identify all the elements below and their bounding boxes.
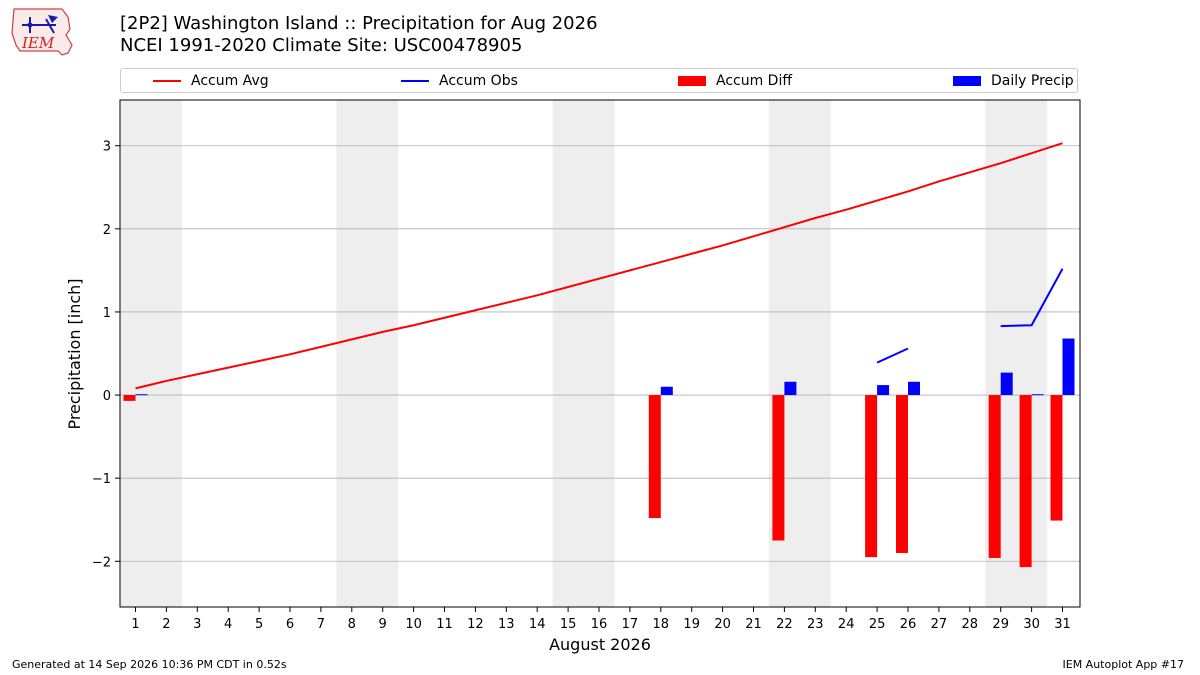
accum-obs-line-seg-0 [876,347,909,364]
x-tick-label-29: 29 [992,617,1009,632]
x-tick-label-27: 27 [931,617,948,632]
title-line-2: NCEI 1991-2020 Climate Site: USC00478905 [120,35,523,56]
x-tick-label-12: 12 [467,617,484,632]
footer-generated: Generated at 14 Sep 2026 10:36 PM CDT in… [12,658,287,671]
logo-text: IEM [21,34,55,52]
diff-bar-day-30 [1019,395,1032,568]
legend-swatch-accum-avg [153,80,181,82]
x-tick-label-2: 2 [162,617,170,632]
accum-obs-line-seg-1 [1000,268,1064,328]
x-tick-label-30: 30 [1023,617,1040,632]
y-tick-label--1: −1 [92,472,111,487]
x-tick-label-13: 13 [498,617,515,632]
x-axis-label: August 2026 [549,635,651,654]
diff-bar-day-22 [772,395,785,541]
x-tick-label-31: 31 [1054,617,1071,632]
x-tick-label-4: 4 [224,617,232,632]
x-tick-label-22: 22 [776,617,793,632]
y-tick-label-3: 3 [103,140,111,155]
x-tick-label-19: 19 [683,617,700,632]
daily-bar-day-26 [908,381,920,396]
daily-bar-day-1 [135,394,148,396]
chart-lines [135,142,1064,390]
accum-avg-line [135,142,1063,390]
x-tick-label-20: 20 [714,617,731,632]
x-tick-label-21: 21 [745,617,762,632]
diff-bar-day-29 [988,395,1001,558]
plot-frame [119,99,1081,608]
legend-swatch-daily-precip [953,76,981,86]
y-tick-label-1: 1 [103,306,111,321]
diff-bar-day-18 [648,395,661,519]
diff-bar-day-31 [1050,395,1063,521]
chart-title: [2P2] Washington Island :: Precipitation… [120,13,598,57]
x-tick-label-9: 9 [379,617,387,632]
y-tick-label-0: 0 [103,389,111,404]
daily-bar-day-25 [877,385,890,396]
x-tick-label-8: 8 [348,617,356,632]
legend-label-accum-avg: Accum Avg [191,73,269,89]
chart-legend: Accum Avg Accum Obs Accum Diff Daily Pre… [120,68,1078,93]
legend-swatch-accum-obs [401,80,429,82]
x-tick-label-11: 11 [436,617,453,632]
x-tick-label-1: 1 [131,617,139,632]
x-tick-label-5: 5 [255,617,263,632]
chart-bars [123,338,1075,568]
y-axis-label: Precipitation [inch] [65,278,84,429]
legend-item-accum-avg: Accum Avg [153,72,269,90]
x-tick-label-23: 23 [807,617,824,632]
weekend-shading [120,100,1048,607]
legend-label-daily-precip: Daily Precip [991,73,1074,89]
x-tick-label-14: 14 [529,617,546,632]
daily-bar-day-31 [1062,338,1075,396]
y-tick-label--2: −2 [92,555,111,570]
daily-bar-day-29 [1000,372,1013,396]
y-gridlines [120,145,1080,562]
legend-label-accum-obs: Accum Obs [439,73,518,89]
x-tick-label-15: 15 [560,617,577,632]
weekend-band-22 [768,100,831,607]
diff-bar-day-26 [896,395,908,553]
x-tick-label-17: 17 [622,617,639,632]
legend-item-accum-diff: Accum Diff [678,72,792,90]
x-tick-label-6: 6 [286,617,294,632]
legend-item-daily-precip: Daily Precip [953,72,1074,90]
weekend-band-1 [120,100,182,607]
weekend-band-29 [985,100,1048,607]
x-tick-label-28: 28 [962,617,979,632]
x-tick-label-7: 7 [317,617,325,632]
plot-border [119,99,1081,608]
title-line-1: [2P2] Washington Island :: Precipitation… [120,13,598,34]
x-tick-label-25: 25 [869,617,886,632]
daily-bar-day-30 [1031,394,1044,396]
x-tick-label-18: 18 [653,617,670,632]
x-tick-label-26: 26 [900,617,917,632]
daily-bar-day-22 [784,381,797,396]
x-tick-label-24: 24 [838,617,855,632]
weekend-band-8 [336,100,399,607]
x-tick-label-10: 10 [405,617,422,632]
weekend-band-15 [552,100,615,607]
footer-app: IEM Autoplot App #17 [1062,658,1185,671]
diff-bar-day-25 [865,395,878,558]
daily-bar-day-18 [660,386,673,396]
legend-swatch-accum-diff [678,76,706,86]
legend-item-accum-obs: Accum Obs [401,72,518,90]
iem-logo: IEM [11,8,73,56]
legend-label-accum-diff: Accum Diff [716,73,793,89]
x-tick-label-16: 16 [591,617,608,632]
x-tick-label-3: 3 [193,617,201,632]
y-tick-label-2: 2 [103,223,111,238]
diff-bar-day-1 [123,395,136,401]
